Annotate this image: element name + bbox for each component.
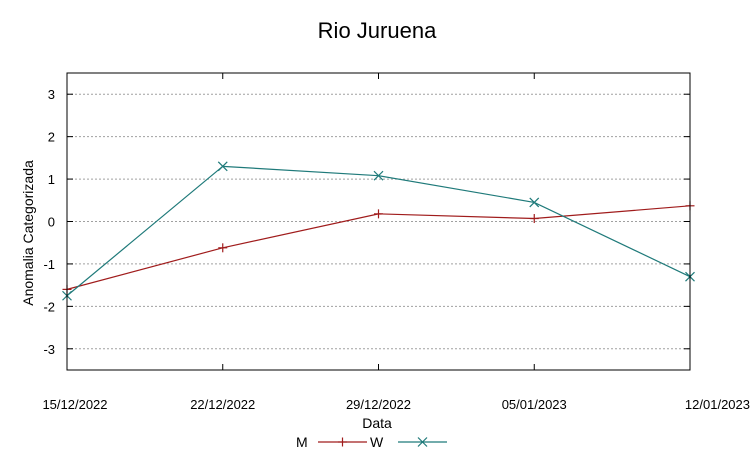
- grid-lines: [66, 73, 691, 370]
- y-tick-label: 2: [48, 130, 55, 145]
- y-tick-label: -2: [43, 299, 55, 314]
- x-axis-label: Data: [362, 415, 392, 431]
- x-tick-label: 15/12/2022: [42, 397, 107, 412]
- y-tick-label: 0: [48, 215, 55, 230]
- series-line-W: [66, 165, 691, 297]
- x-tick-labels: 15/12/2022 22/12/2022 29/12/2022 05/01/2023…: [42, 397, 750, 412]
- x-tick-label: 29/12/2022: [346, 397, 411, 412]
- x-tick-label: 05/01/2023: [502, 397, 567, 412]
- chart-title: Rio Juruena: [318, 18, 437, 43]
- y-tick-label: -1: [43, 257, 55, 272]
- plot-frame: [66, 72, 691, 371]
- legend-label-W: W: [370, 434, 384, 450]
- data-point-W: [529, 197, 540, 208]
- x-tick-label: 22/12/2022: [190, 397, 255, 412]
- data-point-W: [373, 170, 384, 181]
- data-point-M: [374, 209, 383, 219]
- legend-marker-W: [417, 437, 428, 447]
- series-layer: [62, 161, 695, 301]
- x-tick-label: 12/01/2023: [685, 397, 750, 412]
- data-point-M: [218, 243, 228, 253]
- y-tick-labels: 3 2 1 0 -1 -2 -3: [43, 87, 55, 357]
- data-point-W: [217, 161, 228, 172]
- y-axis-label: Anomalia Categorizada: [20, 160, 36, 306]
- y-tick-label: 3: [48, 87, 55, 102]
- data-point-M: [529, 214, 539, 224]
- legend-marker-M: [338, 437, 347, 447]
- y-tick-label: 1: [48, 172, 55, 187]
- legend-label-M: M: [296, 434, 308, 450]
- y-tick-label: -3: [43, 342, 55, 357]
